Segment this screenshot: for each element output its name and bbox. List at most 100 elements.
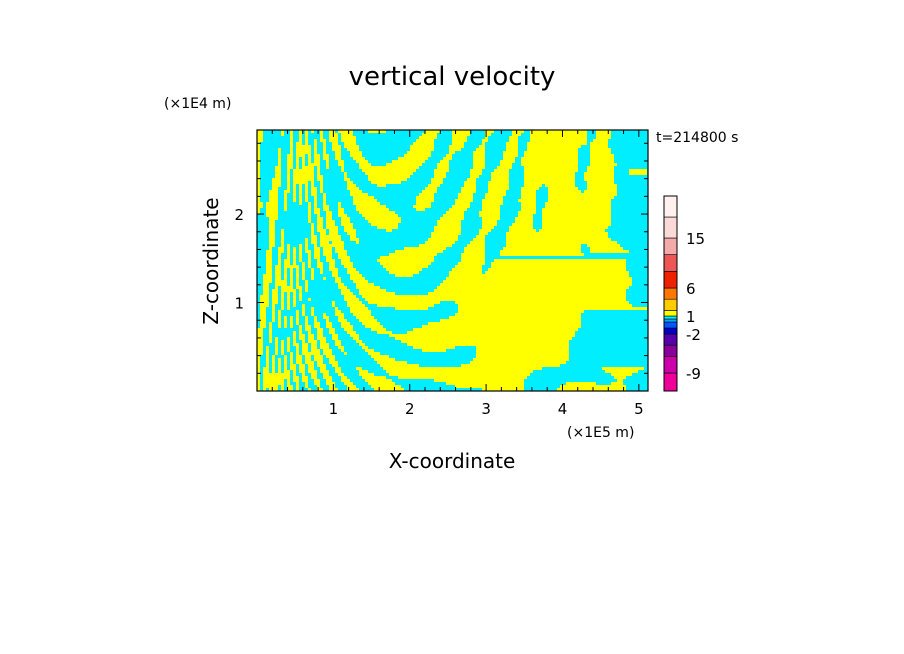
- field-cell: [308, 253, 311, 256]
- field-cell: [428, 292, 626, 295]
- field-cell: [416, 199, 434, 202]
- field-cell: [491, 178, 509, 181]
- field-cell: [305, 355, 311, 358]
- field-cell: [464, 184, 476, 187]
- field-cell: [368, 382, 395, 385]
- field-cell: [305, 130, 308, 133]
- field-cell: [272, 304, 275, 307]
- field-cell: [263, 376, 290, 379]
- field-cell: [281, 130, 284, 133]
- field-cell: [521, 160, 578, 163]
- colorbar-swatch: [663, 315, 678, 320]
- field-cell: [371, 385, 401, 388]
- field-cell: [287, 388, 293, 391]
- field-cell: [323, 196, 326, 199]
- field-cell: [311, 232, 314, 235]
- field-cell: [473, 166, 485, 169]
- field-cell: [296, 316, 299, 319]
- field-cell: [506, 232, 608, 235]
- field-cell: [347, 187, 359, 190]
- field-cell: [293, 376, 299, 379]
- field-cell: [260, 316, 266, 319]
- colorbar-tick-label: 1: [686, 308, 696, 326]
- field-cell: [401, 340, 569, 343]
- field-cell: [287, 181, 290, 184]
- field-cell: [488, 190, 506, 193]
- field-cell: [278, 262, 281, 265]
- field-cell: [347, 331, 356, 334]
- field-cell: [299, 295, 302, 298]
- field-cell: [485, 136, 488, 139]
- plot-frame: [256, 129, 649, 392]
- field-cell: [260, 295, 269, 298]
- field-cell: [293, 190, 296, 193]
- field-cell: [329, 328, 335, 331]
- field-cell: [320, 343, 329, 346]
- field-cell: [296, 148, 311, 151]
- field-cell: [359, 163, 371, 166]
- field-cell: [257, 196, 260, 199]
- field-cell: [326, 319, 329, 322]
- field-cell: [284, 193, 287, 196]
- field-cell: [293, 193, 296, 196]
- field-cell: [284, 259, 290, 262]
- field-cell: [326, 382, 335, 385]
- x-tick-label: 2: [405, 400, 415, 418]
- field-cell: [311, 313, 314, 316]
- field-cell: [293, 187, 296, 190]
- field-cell: [329, 136, 338, 139]
- field-cell: [287, 292, 290, 295]
- field-cell: [263, 292, 269, 295]
- field-cell: [464, 247, 485, 250]
- field-cell: [257, 346, 263, 349]
- field-cell: [302, 271, 305, 274]
- field-cell: [629, 172, 647, 175]
- field-cell: [389, 253, 437, 256]
- field-cell: [422, 325, 581, 328]
- field-cell: [344, 298, 359, 301]
- field-cell: [290, 130, 293, 133]
- field-cell: [350, 307, 368, 310]
- field-cell: [542, 211, 611, 214]
- colorbar-swatch: [663, 271, 678, 289]
- field-cell: [476, 352, 569, 355]
- field-cell: [323, 277, 326, 280]
- field-cell: [434, 175, 446, 178]
- field-cell: [440, 283, 632, 286]
- field-cell: [548, 199, 611, 202]
- field-cell: [299, 331, 302, 334]
- field-cell: [284, 322, 287, 325]
- field-cell: [329, 265, 335, 268]
- field-cell: [257, 151, 260, 154]
- field-cell: [437, 220, 461, 223]
- field-cell: [278, 259, 281, 262]
- field-cell: [305, 244, 308, 247]
- field-cell: [491, 175, 509, 178]
- field-cell: [590, 163, 617, 166]
- field-cell: [347, 304, 365, 307]
- field-cell: [278, 151, 281, 154]
- field-cell: [521, 202, 536, 205]
- field-cell: [275, 274, 281, 277]
- field-cell: [269, 229, 275, 232]
- field-cell: [482, 202, 503, 205]
- field-cell: [257, 367, 260, 370]
- field-cell: [275, 337, 278, 340]
- field-cell: [314, 196, 317, 199]
- field-cell: [281, 304, 284, 307]
- field-cell: [269, 196, 278, 199]
- field-cell: [323, 208, 329, 211]
- chart-title: vertical velocity: [349, 62, 556, 92]
- field-cell: [269, 226, 275, 229]
- field-cell: [284, 325, 287, 328]
- field-cell: [500, 250, 581, 253]
- field-cell: [302, 262, 305, 265]
- field-cell: [326, 223, 335, 226]
- field-cell: [299, 364, 305, 367]
- field-cell: [314, 160, 320, 163]
- field-cell: [419, 136, 437, 139]
- field-cell: [491, 172, 509, 175]
- field-cell: [275, 169, 281, 172]
- field-cell: [428, 322, 581, 325]
- field-cell: [311, 193, 317, 196]
